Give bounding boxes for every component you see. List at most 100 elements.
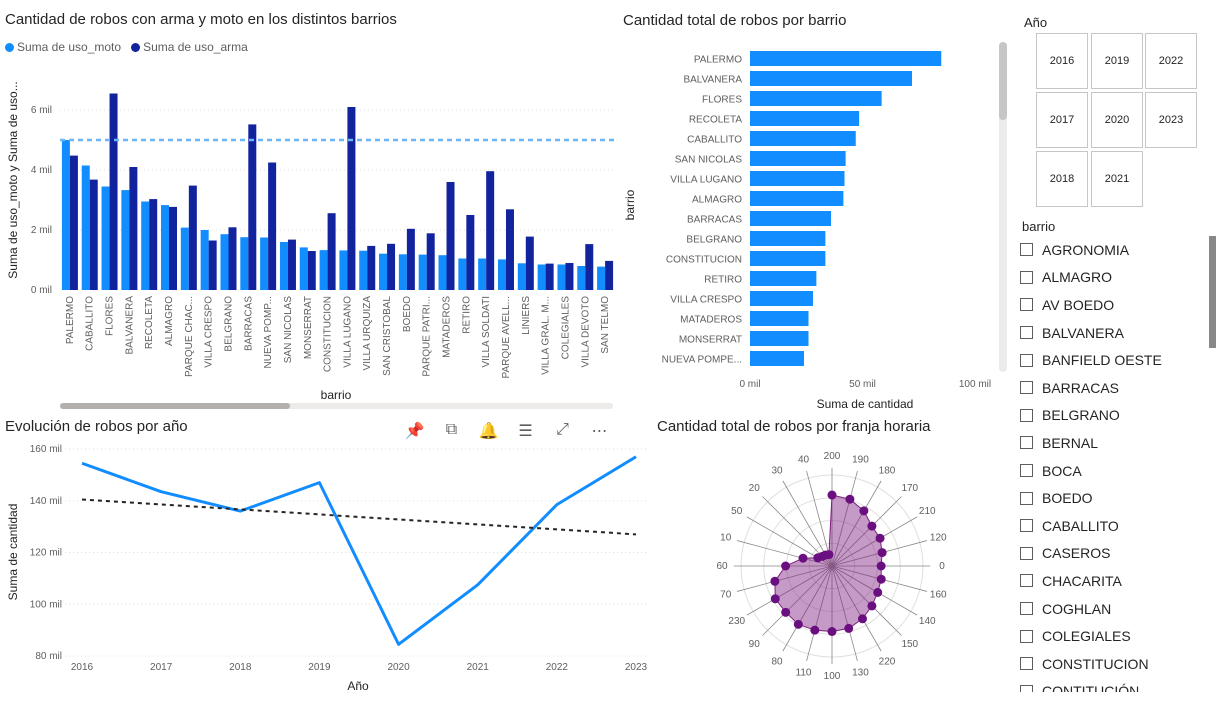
year-button-2016[interactable]: 2016 bbox=[1036, 33, 1088, 89]
bar-moto bbox=[260, 237, 269, 290]
bar-arma bbox=[426, 233, 435, 290]
bar-total bbox=[750, 271, 817, 286]
checkbox[interactable] bbox=[1020, 408, 1033, 422]
checkbox[interactable] bbox=[1020, 353, 1033, 367]
radar-spoke bbox=[782, 565, 833, 652]
bar-total bbox=[750, 51, 942, 66]
x-tick-label: RETIRO bbox=[461, 296, 472, 334]
year-button-2020[interactable]: 2020 bbox=[1091, 92, 1143, 148]
checkbox[interactable] bbox=[1020, 657, 1033, 671]
y-tick-label: 80 mil bbox=[35, 651, 62, 662]
more-options-icon[interactable]: ⋯ bbox=[591, 423, 608, 440]
bar-moto bbox=[497, 259, 506, 290]
checkbox[interactable] bbox=[1020, 684, 1033, 692]
page-scrollbar[interactable] bbox=[1209, 236, 1216, 348]
barrio-option[interactable]: CASEROS bbox=[1020, 540, 1200, 568]
y-tick-label: 120 mil bbox=[30, 548, 62, 559]
checkbox[interactable] bbox=[1020, 381, 1033, 395]
year-button-2023[interactable]: 2023 bbox=[1145, 92, 1197, 148]
bell-icon[interactable]: 🔔 bbox=[478, 423, 499, 440]
chart1-legend[interactable]: Suma de uso_moto Suma de uso_arma bbox=[5, 40, 248, 54]
radar-chart-franja-horaria[interactable]: 200 190 180 170 210 120 0 160 140 150 220 130 100 110… bbox=[650, 440, 1010, 702]
barrio-option-label: AGRONOMIA bbox=[1042, 241, 1130, 258]
y-tick-label: MONSERRAT bbox=[679, 335, 742, 346]
barrio-option[interactable]: BOCA bbox=[1020, 457, 1200, 485]
year-button-2022[interactable]: 2022 bbox=[1145, 33, 1197, 89]
checkbox[interactable] bbox=[1020, 464, 1033, 478]
pin-icon[interactable]: 📌 bbox=[404, 423, 425, 440]
radar-point bbox=[827, 627, 837, 637]
radar-axis-label: 40 bbox=[798, 455, 810, 466]
year-button-2021[interactable]: 2021 bbox=[1091, 151, 1143, 207]
barrio-option[interactable]: COGHLAN bbox=[1020, 595, 1200, 623]
bar-moto bbox=[398, 254, 407, 290]
barrio-option-label: COGHLAN bbox=[1042, 600, 1112, 617]
radar-axis-label: 210 bbox=[919, 506, 936, 517]
checkbox[interactable] bbox=[1020, 436, 1033, 450]
radar-axis-label: 110 bbox=[796, 667, 812, 678]
barrio-option[interactable]: BOEDO bbox=[1020, 484, 1200, 512]
x-axis-title: barrio bbox=[321, 388, 352, 402]
barrio-option[interactable]: BANFIELD OESTE bbox=[1020, 346, 1200, 374]
checkbox[interactable] bbox=[1020, 574, 1033, 588]
y-tick-label: CONSTITUCION bbox=[666, 255, 742, 266]
x-tick-label: VILLA GRAL. M... bbox=[541, 296, 552, 375]
barrio-option[interactable]: CABALLITO bbox=[1020, 512, 1200, 540]
legend-item-arma[interactable]: Suma de uso_arma bbox=[131, 40, 248, 54]
barrio-option[interactable]: AV BOEDO bbox=[1020, 291, 1200, 319]
year-button-2017[interactable]: 2017 bbox=[1036, 92, 1088, 148]
x-tick-label: VILLA CRESPO bbox=[204, 296, 215, 368]
x-tick-label: PARQUE CHAC... bbox=[184, 296, 195, 377]
x-tick-label: LINIERS bbox=[521, 296, 532, 335]
checkbox[interactable] bbox=[1020, 270, 1033, 284]
vertical-scrollbar-thumb[interactable] bbox=[999, 42, 1007, 120]
horizontal-scrollbar-thumb[interactable] bbox=[60, 403, 290, 409]
bar-moto bbox=[577, 266, 586, 290]
barrio-option[interactable]: BELGRANO bbox=[1020, 402, 1200, 430]
barrio-option[interactable]: BERNAL bbox=[1020, 429, 1200, 457]
filter-icon[interactable]: ☰ bbox=[518, 423, 533, 440]
checkbox[interactable] bbox=[1020, 326, 1033, 340]
radar-point bbox=[877, 548, 887, 558]
checkbox[interactable] bbox=[1020, 298, 1033, 312]
radar-axis-label: 80 bbox=[771, 656, 783, 667]
hbar-chart-total-barrio[interactable]: PALERMO BALVANERA FLORES RECOLETA CABALLITO S… bbox=[620, 0, 1015, 412]
bar-moto bbox=[161, 205, 170, 290]
barrio-option[interactable]: ALMAGRO bbox=[1020, 264, 1200, 292]
barrio-option[interactable]: CHACARITA bbox=[1020, 567, 1200, 595]
bar-chart-arma-moto[interactable]: 0 mil 2 mil 4 mil 6 mil PALERMO CABALLITO FLOR… bbox=[0, 0, 620, 412]
barrio-option-label: BOCA bbox=[1042, 462, 1082, 479]
focus-mode-icon[interactable]: ⤢ bbox=[556, 421, 569, 438]
checkbox[interactable] bbox=[1020, 546, 1033, 560]
barrio-option[interactable]: COLEGIALES bbox=[1020, 622, 1200, 650]
checkbox[interactable] bbox=[1020, 629, 1033, 643]
x-tick-label: RECOLETA bbox=[144, 296, 155, 349]
radar-spoke bbox=[806, 470, 833, 567]
barrio-slicer-list[interactable]: AGRONOMIA ALMAGRO AV BOEDO BALVANERA BANFIEL… bbox=[1020, 236, 1200, 692]
radar-axis-label: 150 bbox=[901, 639, 918, 650]
checkbox[interactable] bbox=[1020, 519, 1033, 533]
barrio-option[interactable]: CONSTITUCION bbox=[1020, 650, 1200, 678]
checkbox[interactable] bbox=[1020, 491, 1033, 505]
copy-icon[interactable]: ⧉ bbox=[445, 421, 458, 438]
legend-item-moto[interactable]: Suma de uso_moto bbox=[5, 40, 121, 54]
barrio-option[interactable]: AGRONOMIA bbox=[1020, 236, 1200, 264]
radar-spoke bbox=[736, 565, 833, 592]
bar-arma bbox=[585, 244, 594, 290]
barrio-option[interactable]: BARRACAS bbox=[1020, 374, 1200, 402]
barrio-option[interactable]: BALVANERA bbox=[1020, 319, 1200, 347]
year-button-2018[interactable]: 2018 bbox=[1036, 151, 1088, 207]
year-button-2019[interactable]: 2019 bbox=[1091, 33, 1143, 89]
radar-spoke bbox=[831, 565, 882, 652]
bar-arma bbox=[287, 239, 296, 290]
checkbox[interactable] bbox=[1020, 602, 1033, 616]
line-chart-evolucion[interactable]: 80 mil 100 mil 120 mil 140 mil 160 mil 2016 20… bbox=[0, 440, 650, 702]
y-tick-label: 6 mil bbox=[31, 105, 52, 116]
bar-total bbox=[750, 251, 826, 266]
barrio-option[interactable]: CONTITUCIÓN bbox=[1020, 678, 1200, 692]
chart4-title: Cantidad total de robos por franja horar… bbox=[657, 418, 931, 435]
x-tick-label: VILLA DEVOTO bbox=[580, 296, 591, 368]
checkbox[interactable] bbox=[1020, 243, 1033, 257]
bar-arma bbox=[228, 227, 237, 290]
y-tick-label: 2 mil bbox=[31, 225, 52, 236]
